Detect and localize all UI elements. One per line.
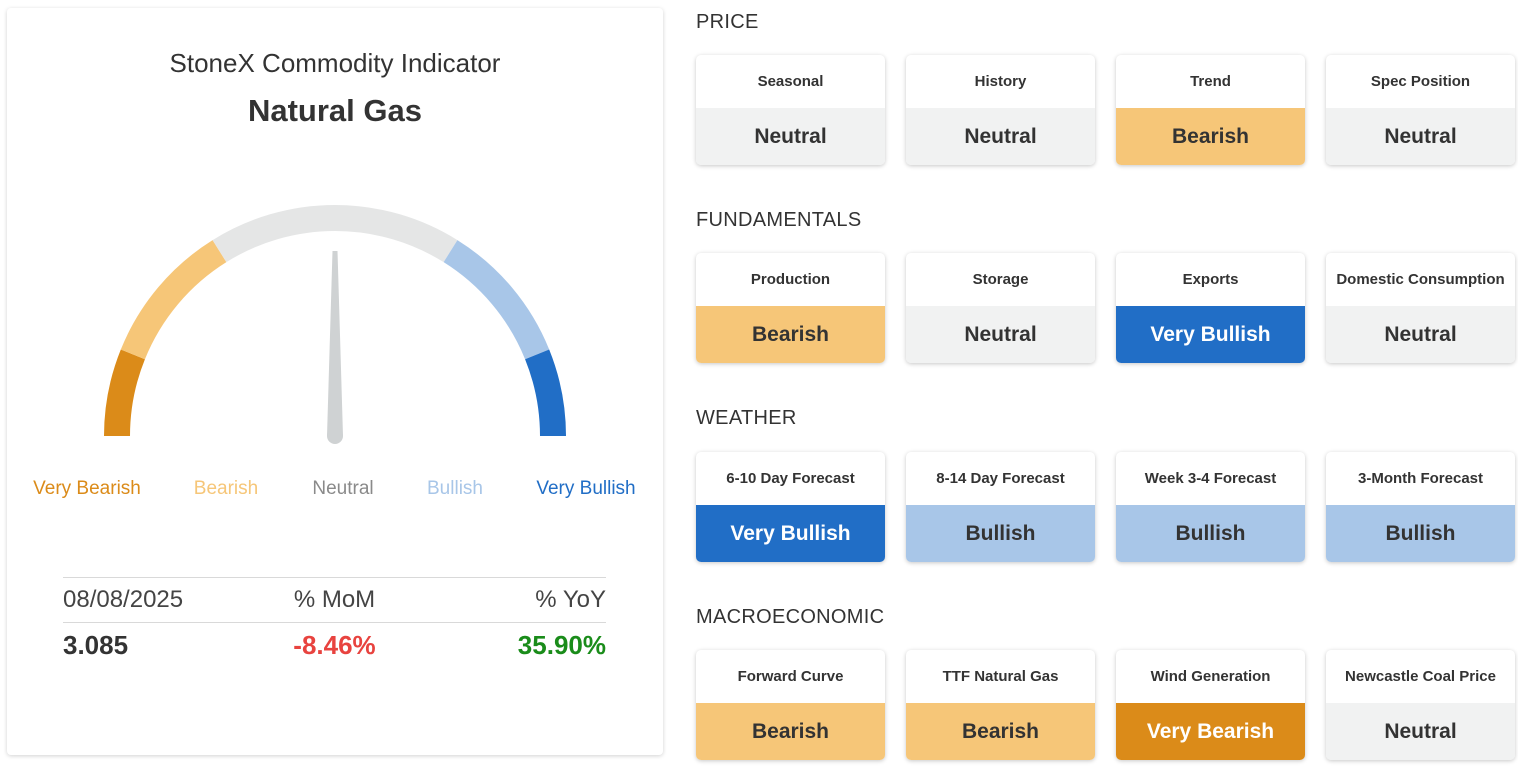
divider [63,622,606,623]
indicator-card: StoneX Commodity Indicator Natural Gas V… [7,8,663,755]
price-stats-table: 08/08/2025 % MoM % YoY 3.085 -8.46% 35.9… [63,577,606,667]
yoy-value: 35.90% [517,629,606,660]
indicator-tile-exports[interactable]: Exports Very Bullish [1116,253,1305,363]
section-title-weather: WEATHER [696,407,797,429]
tile-label: Storage [972,271,1029,288]
divider [63,577,606,578]
tile-label: History [974,73,1027,90]
gauge-segment-very-bullish [524,349,566,437]
card-title: StoneX Commodity Indicator [169,48,501,78]
indicator-tile-week-3-4-forecast[interactable]: Week 3-4 Forecast Bullish [1116,452,1305,562]
gauge-label-neutral: Neutral [312,478,374,499]
section-title-fundamentals: FUNDAMENTALS [696,209,862,231]
tile-label: Production [750,271,831,288]
tile-label: 6-10 Day Forecast [726,470,855,487]
gauge-segment-bearish [120,240,227,360]
stats-header-row: 08/08/2025 % MoM % YoY [63,578,606,622]
gauge-needle-cap [327,428,343,444]
tile-status-value: Neutral [1326,306,1515,363]
tile-status-value: Neutral [696,108,885,165]
tile-status-value: Neutral [1326,703,1515,760]
tile-label: Week 3-4 Forecast [1144,470,1277,487]
tile-status-value: Neutral [1326,108,1515,165]
indicator-tile-ttf-natural-gas[interactable]: TTF Natural Gas Bearish [906,650,1095,760]
tile-label: Trend [1190,73,1231,90]
section-title-price: PRICE [696,11,759,33]
mom-value: -8.46% [293,629,376,660]
tile-status-value: Very Bullish [1116,306,1305,363]
tile-label: 8-14 Day Forecast [936,470,1065,487]
indicator-tile-production[interactable]: Production Bearish [696,253,885,363]
indicator-tile-seasonal[interactable]: Seasonal Neutral [696,55,885,165]
commodity-name: Natural Gas [247,93,422,128]
yoy-header: % YoY [535,586,606,613]
indicator-tile-domestic-consumption[interactable]: Domestic Consumption Neutral [1326,253,1515,363]
tile-status-value: Bearish [906,703,1095,760]
gauge-segment-very-bearish [104,349,146,437]
tile-status-value: Neutral [906,306,1095,363]
indicator-tile-storage[interactable]: Storage Neutral [906,253,1095,363]
indicator-tile-spec-position[interactable]: Spec Position Neutral [1326,55,1515,165]
tile-label: Domestic Consumption [1336,271,1505,288]
tile-label: Forward Curve [737,668,844,685]
gauge-label-very-bullish: Very Bullish [536,478,636,499]
tile-label: Exports [1182,271,1239,288]
tile-label: Seasonal [757,73,824,90]
tile-label: Spec Position [1370,73,1471,90]
gauge-label-bearish: Bearish [193,478,259,499]
indicator-tile-history[interactable]: History Neutral [906,55,1095,165]
gauge-segment-bullish [443,240,550,360]
tile-status-value: Bullish [1116,505,1305,562]
tile-label: 3-Month Forecast [1357,470,1483,487]
gauge-needle [327,251,343,436]
indicator-tile-8-14-day-forecast[interactable]: 8-14 Day Forecast Bullish [906,452,1095,562]
indicator-tile-wind-generation[interactable]: Wind Generation Very Bearish [1116,650,1305,760]
gauge-label-bullish: Bullish [427,478,483,499]
sentiment-gauge [104,205,566,444]
tile-status-value: Neutral [906,108,1095,165]
stats-date: 08/08/2025 [63,586,184,613]
section-title-macroeconomic: MACROECONOMIC [696,606,885,628]
tile-status-value: Bullish [1326,505,1515,562]
tile-status-value: Very Bearish [1116,703,1305,760]
indicator-tile-6-10-day-forecast[interactable]: 6-10 Day Forecast Very Bullish [696,452,885,562]
indicator-tile-newcastle-coal-price[interactable]: Newcastle Coal Price Neutral [1326,650,1515,760]
gauge-segment-neutral [212,205,458,263]
tile-status-value: Very Bullish [696,505,885,562]
tile-label: Wind Generation [1150,668,1271,685]
tile-status-value: Bearish [1116,108,1305,165]
gauge-label-very-bearish: Very Bearish [33,478,141,499]
tile-label: Newcastle Coal Price [1345,668,1496,685]
tile-status-value: Bullish [906,505,1095,562]
mom-header: % MoM [293,586,376,613]
stats-value-row: 3.085 -8.46% 35.90% [63,623,606,667]
indicator-tile-trend[interactable]: Trend Bearish [1116,55,1305,165]
tile-label: TTF Natural Gas [942,668,1059,685]
price-value: 3.085 [63,629,129,660]
indicator-tile-3-month-forecast[interactable]: 3-Month Forecast Bullish [1326,452,1515,562]
tile-status-value: Bearish [696,703,885,760]
indicator-tile-forward-curve[interactable]: Forward Curve Bearish [696,650,885,760]
tile-status-value: Bearish [696,306,885,363]
